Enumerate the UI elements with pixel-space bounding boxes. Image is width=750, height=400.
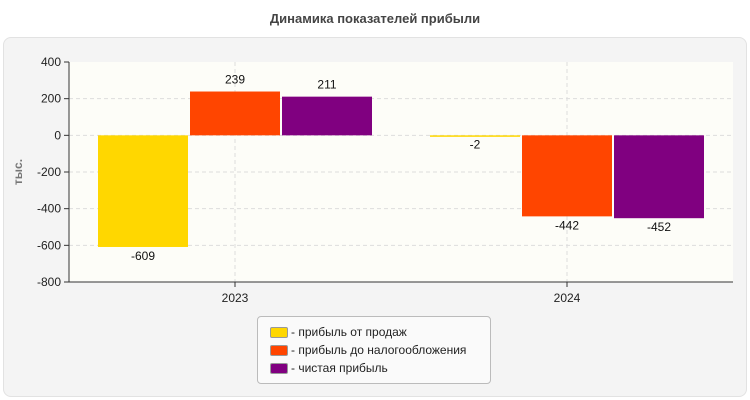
legend-label: - чистая прибыль	[291, 361, 388, 375]
y-tick-label: 200	[41, 92, 61, 106]
legend-item: - чистая прибыль	[270, 361, 388, 375]
y-tick-label: 400	[41, 55, 61, 69]
y-tick-label: -200	[37, 165, 61, 179]
x-tick-label: 2024	[554, 291, 581, 305]
bar	[98, 135, 188, 247]
bar	[430, 135, 520, 137]
y-tick-label: -400	[37, 202, 61, 216]
x-tick-label: 2023	[222, 291, 249, 305]
data-label: 211	[317, 78, 336, 92]
data-label: 239	[225, 73, 245, 87]
data-label: -609	[131, 249, 155, 263]
legend-label: - прибыль до налогообложения	[291, 343, 467, 357]
y-tick-label: -800	[37, 275, 61, 289]
legend-swatch	[270, 362, 288, 374]
legend-label: - прибыль от продаж	[291, 325, 407, 339]
y-tick-label: -600	[37, 238, 61, 252]
legend-swatch	[270, 344, 288, 356]
y-axis-label: тыс.	[11, 159, 25, 185]
chart-title: Динамика показателей прибыли	[269, 11, 481, 26]
data-label: -2	[470, 138, 481, 152]
data-label: -452	[647, 220, 671, 234]
bar	[614, 135, 704, 219]
legend-swatch	[270, 326, 288, 338]
bar	[190, 91, 280, 136]
bar	[282, 96, 372, 136]
legend-item: - прибыль от продаж	[270, 325, 407, 339]
bar	[522, 135, 612, 217]
data-label: -442	[555, 218, 579, 232]
legend-item: - прибыль до налогообложения	[270, 343, 466, 357]
y-tick-label: 0	[54, 128, 61, 142]
legend: - прибыль от продаж - прибыль до налогооб…	[257, 316, 491, 384]
